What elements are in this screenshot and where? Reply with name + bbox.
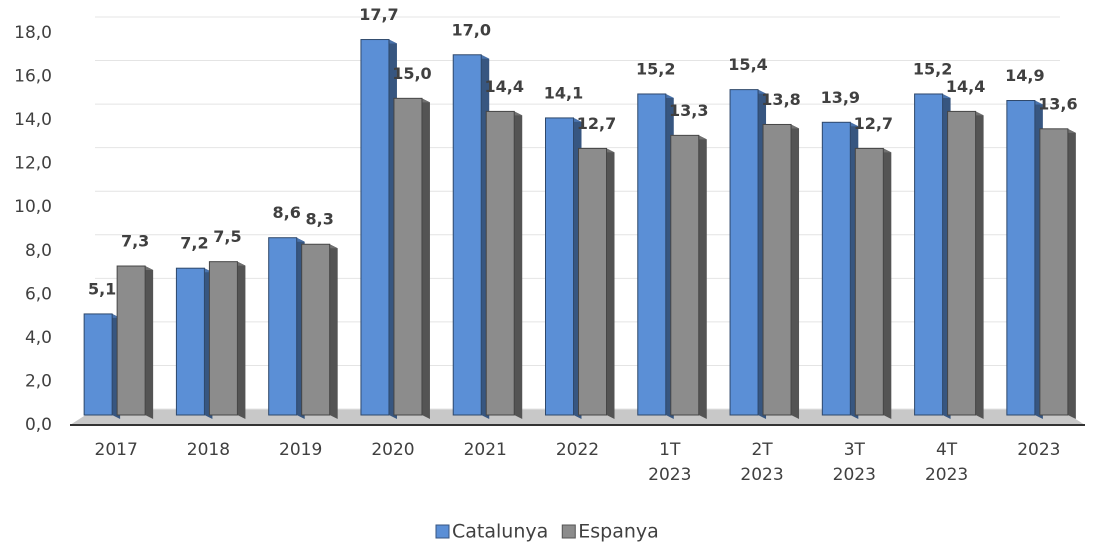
value-label: 15,2 <box>636 59 675 78</box>
value-label: 13,6 <box>1038 94 1077 113</box>
legend-swatch <box>561 524 576 539</box>
legend-label: Espanya <box>578 521 659 543</box>
value-label: 7,3 <box>121 232 149 251</box>
y-tick-label: 8,0 <box>25 241 52 261</box>
value-label: 15,0 <box>392 64 431 83</box>
bar-side <box>514 111 523 420</box>
bar-side <box>975 111 984 420</box>
x-tick-label: 2T <box>751 440 773 460</box>
bar <box>208 261 238 416</box>
bar <box>854 147 884 416</box>
value-label: 13,8 <box>761 90 800 109</box>
value-label: 17,7 <box>359 5 398 24</box>
value-label: 14,1 <box>544 83 583 102</box>
y-tick-label: 12,0 <box>14 154 52 174</box>
bar <box>360 39 390 416</box>
value-label: 8,6 <box>273 203 301 222</box>
bar <box>452 54 482 416</box>
bar-side <box>329 244 338 419</box>
bar <box>485 110 515 416</box>
bar <box>83 313 113 416</box>
bar-side <box>145 266 154 419</box>
x-tick-label: 2023 <box>740 465 783 485</box>
bar <box>578 147 607 416</box>
bar <box>670 134 700 416</box>
bar <box>947 110 977 416</box>
y-tick-label: 16,0 <box>14 67 52 87</box>
x-tick-label: 2020 <box>371 440 414 460</box>
legend-label: Catalunya <box>452 521 548 543</box>
bar <box>914 93 944 416</box>
value-label: 7,5 <box>213 227 241 246</box>
y-tick-label: 6,0 <box>25 284 52 304</box>
value-label: 13,9 <box>821 88 860 107</box>
bar-side <box>421 98 430 419</box>
x-tick-label: 2019 <box>279 440 322 460</box>
x-tick-label: 2022 <box>556 440 599 460</box>
x-tick-label: 2023 <box>1017 440 1060 460</box>
bar-side <box>606 148 615 419</box>
x-tick-label: 2023 <box>648 465 691 485</box>
bar <box>729 89 759 416</box>
y-tick-label: 2,0 <box>25 371 52 391</box>
y-tick-label: 0,0 <box>25 415 52 435</box>
value-label: 14,4 <box>946 77 985 96</box>
x-tick-label: 3T <box>844 440 866 460</box>
value-label: 12,7 <box>854 114 893 133</box>
value-label: 14,9 <box>1005 66 1044 85</box>
value-label: 7,2 <box>180 234 208 253</box>
y-tick-label: 18,0 <box>14 23 52 43</box>
bar <box>268 237 298 416</box>
value-label: 12,7 <box>577 114 616 133</box>
bar-side <box>698 135 707 419</box>
bar <box>762 123 792 416</box>
x-tick-label: 2018 <box>187 440 230 460</box>
bar <box>1006 100 1036 416</box>
y-tick-label: 14,0 <box>14 110 52 130</box>
y-tick-label: 4,0 <box>25 328 52 348</box>
bar <box>545 117 574 416</box>
x-tick-label: 2023 <box>833 465 876 485</box>
x-tick-label: 2017 <box>95 440 138 460</box>
bar-side <box>791 124 800 419</box>
bar <box>301 243 331 416</box>
x-tick-label: 1T <box>659 440 681 460</box>
value-label: 5,1 <box>88 279 116 298</box>
bar <box>1039 128 1069 416</box>
bar-side <box>1067 128 1076 420</box>
value-label: 13,3 <box>669 101 708 120</box>
bar <box>116 265 146 416</box>
value-label: 8,3 <box>306 210 334 229</box>
y-tick-label: 10,0 <box>14 197 52 217</box>
value-label: 17,0 <box>451 20 490 39</box>
bar <box>821 121 851 416</box>
bar <box>637 93 667 416</box>
value-label: 15,4 <box>728 55 767 74</box>
value-label: 14,4 <box>484 77 523 96</box>
bar <box>175 267 205 416</box>
bar <box>393 97 423 416</box>
x-tick-label: 4T <box>936 440 958 460</box>
value-label: 15,2 <box>913 59 952 78</box>
legend-swatch <box>435 524 450 539</box>
x-tick-label: 2021 <box>464 440 507 460</box>
x-tick-label: 2023 <box>925 465 968 485</box>
bar-side <box>883 148 892 419</box>
bar-side <box>237 261 246 419</box>
